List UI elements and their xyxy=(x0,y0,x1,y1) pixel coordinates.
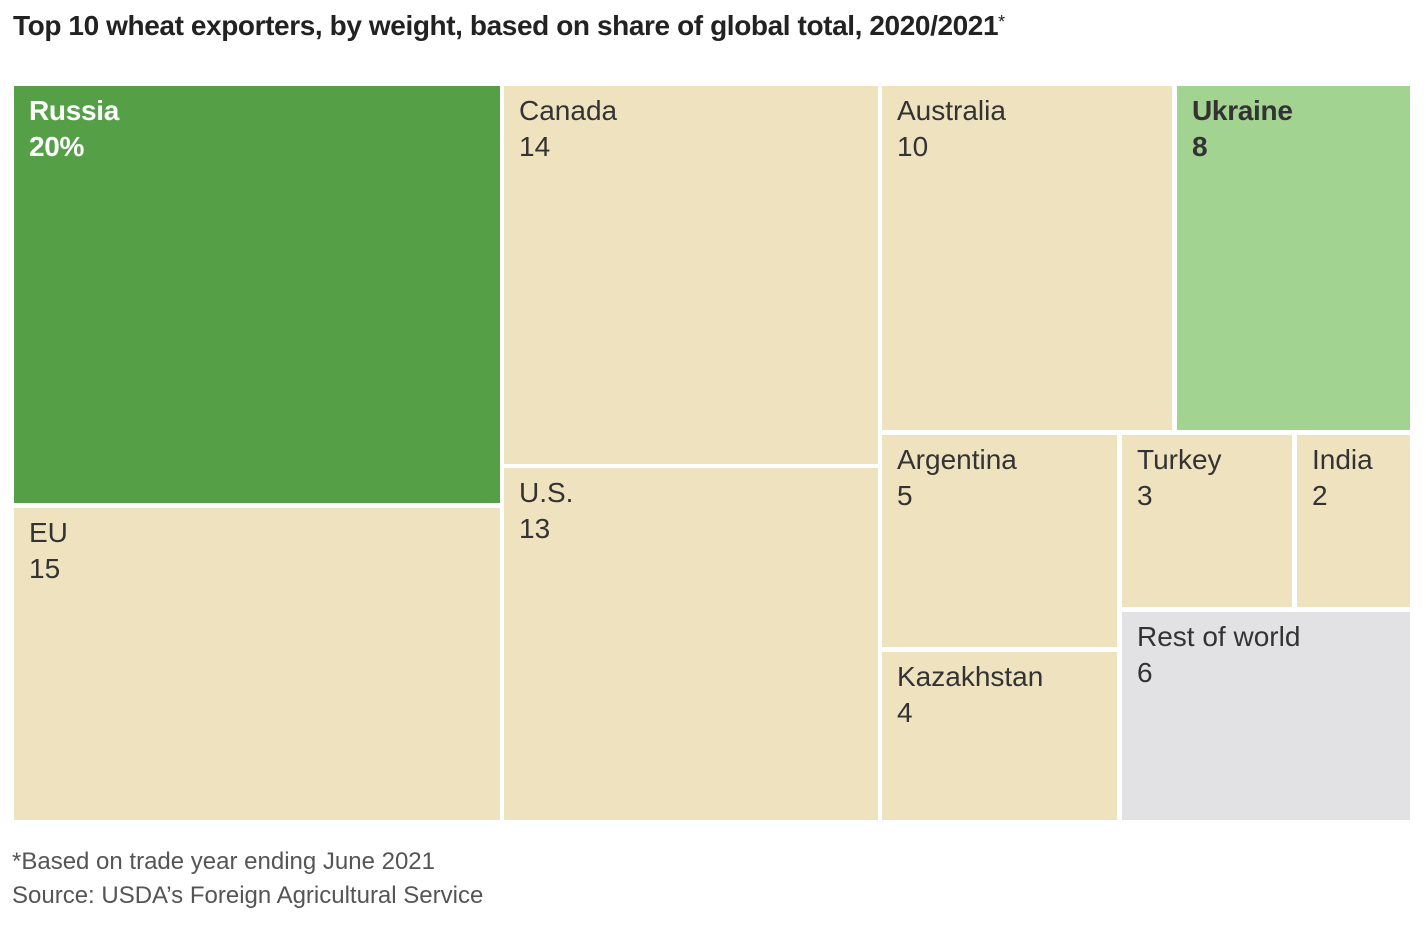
tile-value-canada: 14 xyxy=(519,131,551,162)
footnote-note: *Based on trade year ending June 2021 xyxy=(12,848,435,875)
tile-kazakhstan: Kazakhstan 4 xyxy=(882,652,1117,820)
tile-russia: Russia 20% xyxy=(14,86,500,503)
tile-label-india: India xyxy=(1312,444,1373,475)
chart-title-text: Top 10 wheat exporters, by weight, based… xyxy=(13,10,999,41)
tile-value-turkey: 3 xyxy=(1137,480,1153,511)
footnotes: *Based on trade year ending June 2021 So… xyxy=(12,845,483,913)
tile-value-kazakhstan: 4 xyxy=(897,697,913,728)
tile-argentina: Argentina 5 xyxy=(882,435,1117,647)
tile-turkey: Turkey 3 xyxy=(1122,435,1292,607)
tile-ukraine: Ukraine 8 xyxy=(1177,86,1410,430)
tile-label-canada: Canada xyxy=(519,95,618,126)
chart-title-marker: * xyxy=(998,12,1005,32)
tile-value-u-s: 13 xyxy=(519,513,551,544)
tile-label-kazakhstan: Kazakhstan xyxy=(897,661,1044,692)
tile-value-ukraine: 8 xyxy=(1192,131,1208,162)
tile-rest-of-world: Rest of world 6 xyxy=(1122,612,1410,820)
tile-label-u-s: U.S. xyxy=(519,477,574,508)
tile-label-argentina: Argentina xyxy=(897,444,1017,475)
tile-value-eu: 15 xyxy=(29,553,61,584)
tile-canada: Canada 14 xyxy=(504,86,878,464)
chart-title: Top 10 wheat exporters, by weight, based… xyxy=(13,10,1005,42)
tile-label-eu: EU xyxy=(29,517,68,548)
tile-value-india: 2 xyxy=(1312,480,1328,511)
tile-value-russia: 20% xyxy=(29,131,85,162)
tile-value-argentina: 5 xyxy=(897,480,913,511)
tile-label-russia: Russia xyxy=(29,95,120,126)
footnote-source: Source: USDA’s Foreign Agricultural Serv… xyxy=(12,882,484,909)
tile-u-s: U.S. 13 xyxy=(504,468,878,820)
tile-value-rest-of-world: 6 xyxy=(1137,657,1153,688)
tile-eu: EU 15 xyxy=(14,508,500,820)
tile-label-turkey: Turkey xyxy=(1137,444,1222,475)
tile-label-ukraine: Ukraine xyxy=(1192,95,1293,126)
tile-label-australia: Australia xyxy=(897,95,1006,126)
tile-australia: Australia 10 xyxy=(882,86,1172,430)
tile-label-rest-of-world: Rest of world xyxy=(1137,621,1301,652)
tile-value-australia: 10 xyxy=(897,131,929,162)
tile-india: India 2 xyxy=(1297,435,1410,607)
